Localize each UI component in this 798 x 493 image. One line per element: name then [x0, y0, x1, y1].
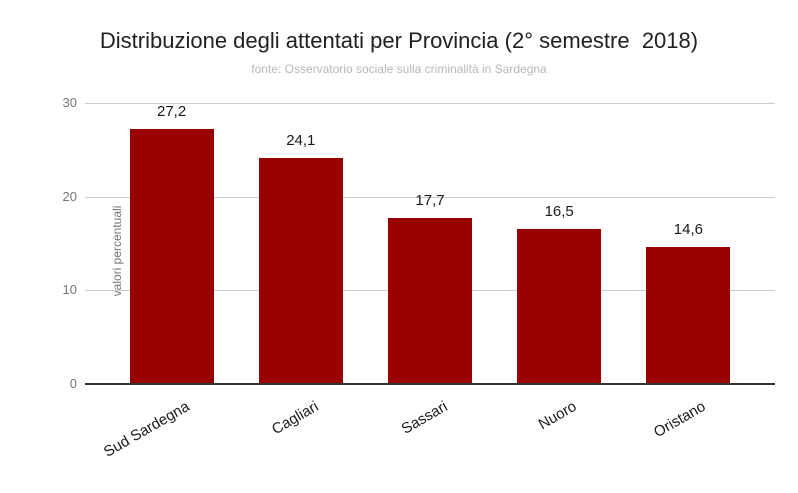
- y-axis-title: valori percentuali: [110, 205, 124, 297]
- y-tick-label: 10: [62, 282, 77, 298]
- x-axis-label: Nuoro: [535, 398, 580, 434]
- y-tick-label: 20: [62, 188, 77, 204]
- gridline: [85, 103, 775, 104]
- bar-oristano: [646, 247, 731, 384]
- y-tick-label: 30: [62, 95, 77, 110]
- gridline: [85, 196, 775, 198]
- bar-value-label: 24,1: [286, 132, 316, 150]
- bar-sassari: [388, 218, 472, 384]
- chart-subtitle: fonte: Osservatorio sociale sulla crimin…: [251, 62, 547, 76]
- bar-cagliari: [258, 158, 343, 384]
- bar-sud-sardegna: [129, 129, 214, 384]
- x-axis-label: Oristano: [651, 398, 709, 442]
- bar-value-label: 27,2: [156, 103, 187, 121]
- x-axis-label: Sassari: [398, 398, 451, 438]
- plot-area: valori percentuali 0 10 20 30 27,2 Sud Sardeg…: [63, 95, 775, 461]
- bar-value-label: 17,7: [415, 192, 445, 210]
- y-tick-label: 0: [69, 376, 77, 391]
- bar-value-label: 16,5: [544, 203, 574, 221]
- bar-value-label: 14,6: [673, 221, 703, 239]
- x-axis-label: Cagliari: [268, 398, 322, 439]
- chart-title: Distribuzione degli attentati per Provin…: [99, 28, 699, 53]
- x-axis-label: Sud Sardegna: [100, 398, 193, 461]
- x-axis-baseline: [85, 383, 775, 385]
- bar-nuoro: [517, 229, 602, 384]
